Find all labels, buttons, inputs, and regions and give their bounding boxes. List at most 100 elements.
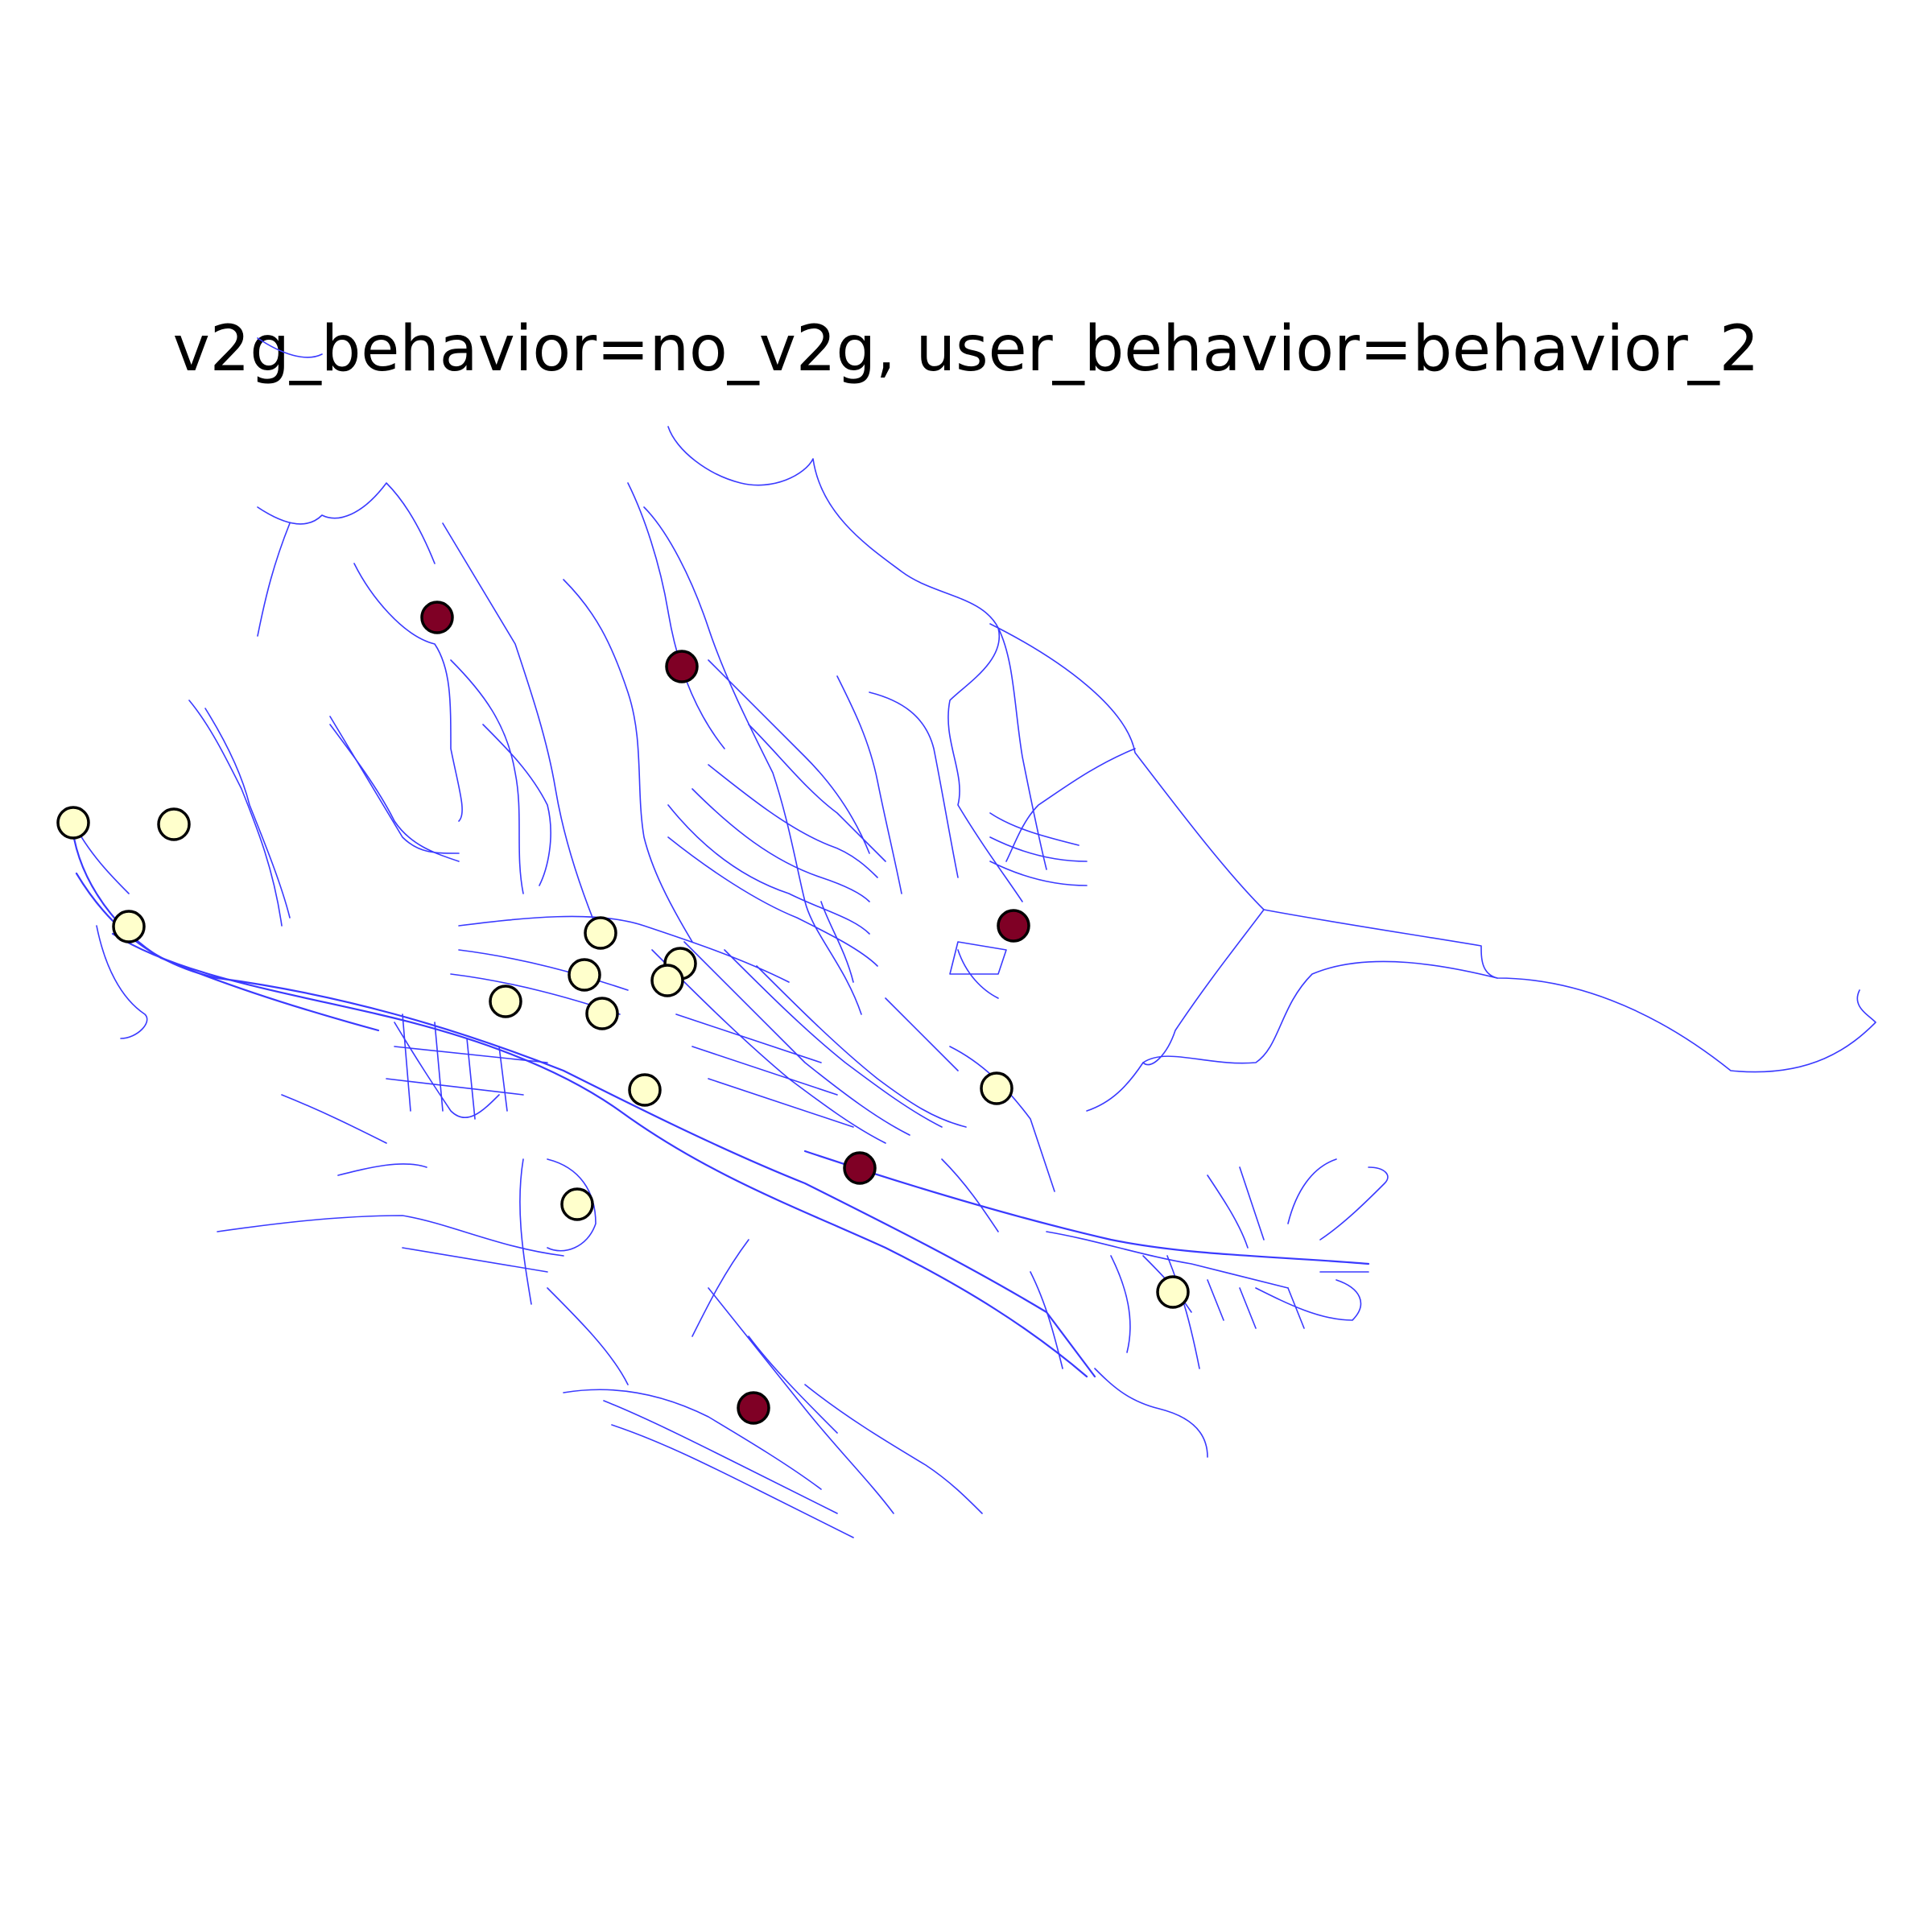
road	[651, 949, 886, 1144]
road	[885, 997, 959, 1071]
road	[1287, 1287, 1305, 1329]
road	[96, 925, 148, 1039]
road	[394, 1046, 548, 1063]
road	[442, 522, 597, 927]
road	[949, 1046, 1055, 1192]
road	[329, 716, 460, 854]
road	[1046, 1231, 1289, 1289]
road	[1239, 1287, 1257, 1329]
road	[188, 700, 283, 927]
road	[217, 1215, 564, 1257]
road	[204, 708, 291, 919]
road	[627, 482, 725, 749]
road	[111, 932, 1088, 1378]
road	[1086, 960, 1498, 1112]
road	[667, 836, 878, 967]
charging-station-marker-low	[980, 1071, 1013, 1105]
road	[957, 949, 999, 999]
road	[756, 965, 967, 1128]
road	[1207, 1279, 1224, 1321]
road	[281, 1094, 387, 1144]
charging-station-marker-low	[112, 910, 146, 943]
charging-station-marker-low	[628, 1073, 662, 1107]
road	[708, 764, 878, 878]
road	[683, 941, 910, 1136]
road	[257, 482, 436, 564]
road	[1005, 748, 1136, 862]
road	[643, 506, 862, 1015]
road	[458, 949, 629, 991]
road	[603, 1400, 838, 1514]
road	[748, 1335, 838, 1434]
road	[519, 1158, 532, 1305]
road	[949, 941, 1007, 975]
charging-stations	[56, 601, 1190, 1425]
road	[71, 828, 380, 1032]
road	[836, 675, 902, 894]
road	[989, 836, 1088, 862]
charging-station-marker-high	[997, 909, 1030, 943]
charging-station-marker-low	[560, 1187, 594, 1221]
road	[748, 724, 886, 862]
road	[804, 1384, 983, 1514]
road	[1319, 1166, 1389, 1241]
road	[1255, 1279, 1362, 1321]
road	[563, 579, 693, 943]
charging-station-marker-low	[157, 807, 191, 841]
charging-station-marker-low	[584, 916, 617, 950]
charging-station-marker-high	[420, 601, 454, 634]
road	[708, 659, 870, 854]
road	[563, 1389, 822, 1490]
road	[482, 724, 551, 886]
charging-station-marker-low	[568, 958, 601, 992]
road	[820, 901, 854, 983]
road	[434, 1022, 444, 1112]
road	[75, 872, 1096, 1378]
charging-station-marker-low	[56, 806, 90, 840]
road	[450, 659, 524, 894]
road	[691, 788, 870, 902]
road	[1239, 1166, 1265, 1241]
road	[1207, 1174, 1249, 1249]
road	[466, 1038, 476, 1120]
road	[402, 1013, 411, 1112]
road	[724, 949, 943, 1128]
road	[1110, 1255, 1131, 1353]
road	[353, 563, 463, 822]
charging-station-marker-low	[1156, 1275, 1190, 1309]
road	[547, 1158, 597, 1252]
road	[1030, 1271, 1063, 1369]
road	[869, 691, 959, 878]
road	[989, 812, 1080, 846]
road	[997, 627, 1047, 870]
road	[675, 1013, 822, 1063]
charging-station-marker-low	[650, 964, 684, 997]
charging-station-marker-low	[585, 997, 619, 1030]
road	[498, 1046, 508, 1112]
road	[458, 915, 790, 983]
road	[667, 804, 870, 935]
road	[257, 522, 291, 637]
charging-station-marker-high	[665, 650, 699, 683]
road	[394, 1022, 500, 1119]
road	[691, 1046, 838, 1096]
road	[708, 1078, 854, 1128]
road	[257, 337, 323, 358]
road	[611, 1424, 854, 1538]
road	[547, 1287, 629, 1385]
road	[402, 1247, 548, 1273]
road-network	[71, 337, 1876, 1538]
road	[386, 1078, 524, 1096]
road	[1142, 909, 1265, 1066]
road	[691, 1239, 749, 1337]
road	[337, 1163, 427, 1176]
charging-station-marker-high	[843, 1151, 877, 1185]
road	[989, 861, 1088, 886]
map-title: v2g_behavior=no_v2g, user_behavior=behav…	[172, 313, 1760, 386]
charging-station-marker-low	[489, 985, 522, 1018]
road	[329, 724, 460, 862]
road	[667, 426, 1023, 902]
road	[989, 623, 1876, 1073]
road	[1287, 1158, 1337, 1224]
